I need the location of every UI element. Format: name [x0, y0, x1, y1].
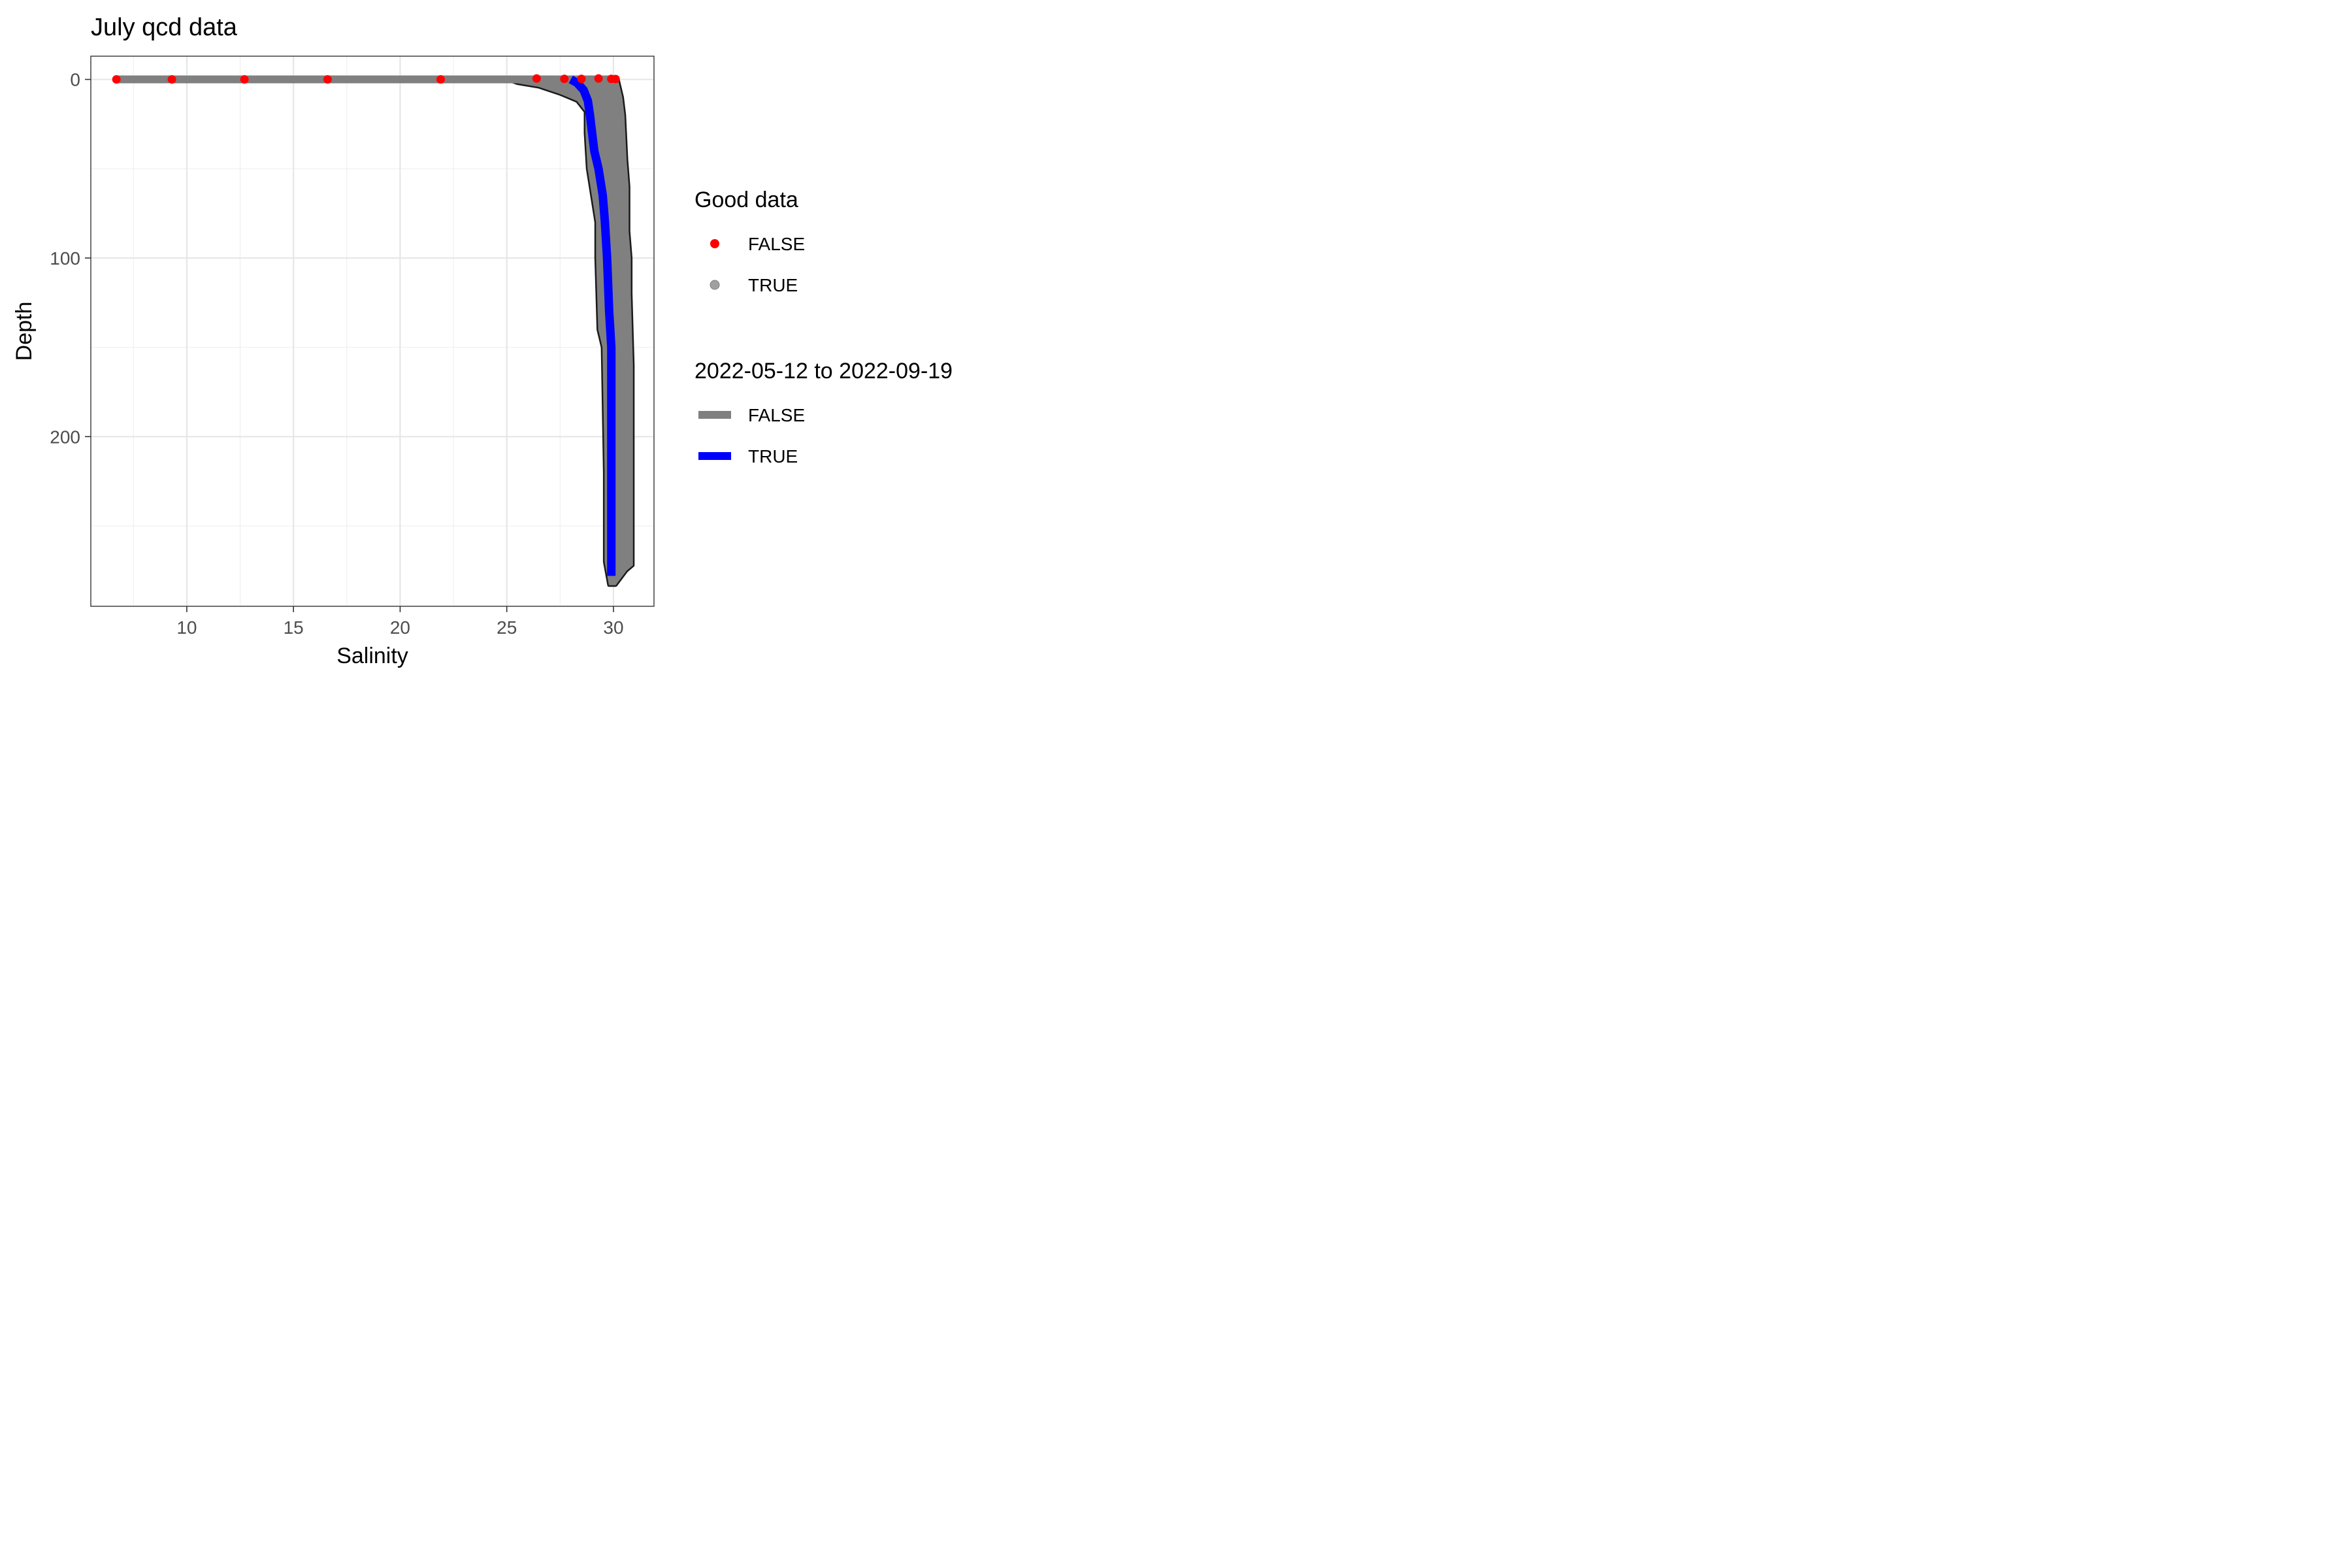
- point-good-data-false: [167, 75, 176, 84]
- point-good-data-false: [112, 75, 121, 84]
- point-good-data-false: [240, 75, 249, 84]
- data-layer: [112, 74, 635, 587]
- chart-title: July qcd data: [91, 14, 238, 41]
- legend-label: TRUE: [748, 446, 798, 466]
- legend-key-point: [710, 280, 720, 290]
- plot-panel: [90, 56, 655, 607]
- series-false-envelope: [116, 79, 633, 585]
- chart: July qcd data 10 15 20 25 30 0 100 200 Salinit…: [12, 14, 953, 668]
- x-tick-label: 25: [497, 617, 517, 638]
- legend-label: FALSE: [748, 405, 805, 425]
- y-axis-label: Depth: [12, 302, 37, 361]
- x-tick-label: 10: [176, 617, 197, 638]
- legend-title-good-data: Good data: [694, 188, 798, 212]
- x-tick-label: 15: [284, 617, 304, 638]
- legend: Good data FALSE TRUE 2022-05-12 to 2022-09-…: [694, 188, 953, 466]
- point-good-data-false: [436, 75, 445, 84]
- y-tick-label: 200: [50, 427, 80, 447]
- x-tick-label: 30: [603, 617, 623, 638]
- legend-label: FALSE: [748, 234, 805, 254]
- grid-minor: [91, 56, 654, 606]
- legend-title-date-range: 2022-05-12 to 2022-09-19: [694, 359, 953, 384]
- x-tick-label: 20: [390, 617, 410, 638]
- point-good-data-false: [594, 74, 603, 83]
- point-good-data-false: [323, 75, 332, 84]
- point-good-data-false: [577, 74, 586, 84]
- x-axis-label: Salinity: [336, 644, 408, 668]
- panel-background: [91, 56, 654, 606]
- legend-key-point: [710, 239, 719, 248]
- x-axis: 10 15 20 25 30: [176, 606, 624, 638]
- y-axis: 0 100 200: [50, 70, 91, 447]
- series-true-line: [568, 75, 616, 576]
- y-tick-label: 100: [50, 248, 80, 269]
- point-good-data-false: [532, 74, 541, 83]
- panel-border: [90, 56, 655, 607]
- y-tick-label: 0: [70, 70, 80, 90]
- point-good-data-false: [560, 74, 569, 84]
- point-good-data-false: [611, 74, 620, 84]
- legend-label: TRUE: [748, 275, 798, 295]
